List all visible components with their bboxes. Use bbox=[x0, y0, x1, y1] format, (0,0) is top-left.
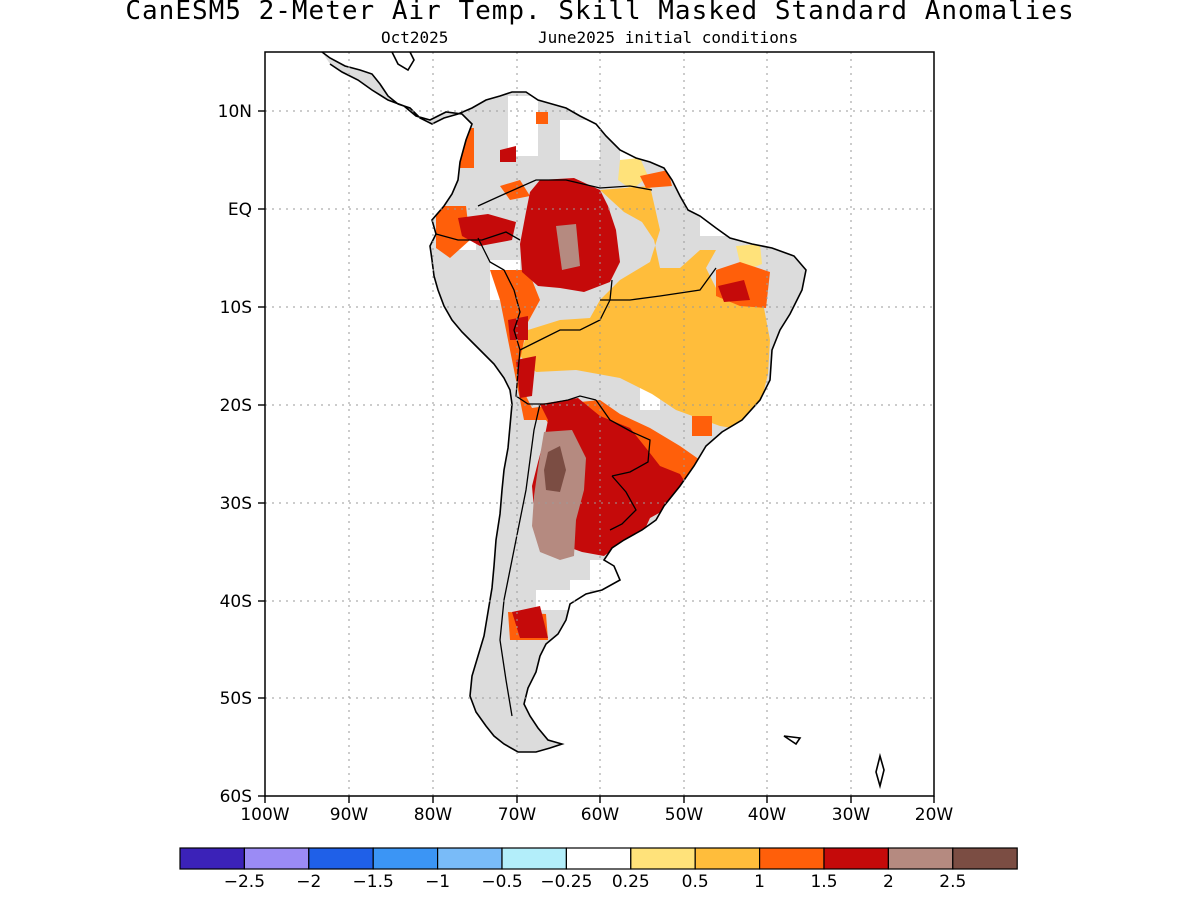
coastline bbox=[321, 52, 885, 790]
colorbar-swatch bbox=[501, 847, 568, 870]
colorbar-swatch bbox=[952, 847, 1018, 870]
lon-label: 90W bbox=[330, 805, 369, 825]
colorbar-swatch bbox=[372, 847, 439, 870]
anomaly-0.5-1 bbox=[520, 186, 770, 430]
colorbar-swatch bbox=[243, 847, 310, 870]
colorbar-swatch bbox=[437, 847, 503, 870]
lon-label: 70W bbox=[498, 805, 537, 825]
colorbar-label: 0.5 bbox=[682, 872, 709, 892]
colorbar-label: −2 bbox=[296, 872, 321, 892]
colorbar-label: 2 bbox=[883, 872, 894, 892]
lat-labels: 10N EQ 10S 20S 30S 40S 50S 60S bbox=[218, 102, 252, 807]
lon-label: 40W bbox=[748, 805, 787, 825]
lon-labels: 100W 90W 80W 70W 60W 50W 40W 30W 20W bbox=[240, 805, 953, 825]
colorbar-label: 0.25 bbox=[612, 872, 650, 892]
colorbar-label: −1 bbox=[425, 872, 450, 892]
colorbar-label: 2.5 bbox=[939, 872, 966, 892]
lon-label: 20W bbox=[915, 805, 954, 825]
lon-label: 50W bbox=[665, 805, 704, 825]
forecast-month-label: Oct2025 bbox=[381, 28, 449, 47]
lat-label: EQ bbox=[228, 200, 252, 220]
anomaly-2-2.5 bbox=[376, 60, 586, 560]
lat-label: 10N bbox=[218, 102, 252, 122]
lon-label: 60W bbox=[581, 805, 620, 825]
colorbar-swatch bbox=[694, 847, 761, 870]
country-borders bbox=[435, 179, 717, 717]
lat-label: 50S bbox=[220, 689, 252, 709]
initial-conditions-label: June2025 initial conditions bbox=[538, 28, 799, 47]
colorbar-swatch bbox=[887, 847, 954, 870]
colorbar-label: −2.5 bbox=[224, 872, 265, 892]
colorbar-label: 1 bbox=[754, 872, 765, 892]
colorbar-label: −1.5 bbox=[353, 872, 394, 892]
colorbar-swatch bbox=[823, 847, 890, 870]
lat-label: 40S bbox=[220, 592, 252, 612]
colorbar-swatch bbox=[308, 847, 374, 870]
colorbar-label: −0.25 bbox=[540, 872, 592, 892]
colorbar-label: 1.5 bbox=[810, 872, 837, 892]
lat-label: 10S bbox=[220, 298, 252, 318]
colorbar-swatch bbox=[565, 847, 632, 870]
colorbar-swatch bbox=[630, 847, 696, 870]
colorbar-label: −0.5 bbox=[481, 872, 522, 892]
anomaly-above-2.5 bbox=[544, 446, 566, 492]
grid-lines bbox=[265, 52, 934, 796]
axis-ticks bbox=[258, 110, 935, 803]
lon-label: 80W bbox=[414, 805, 453, 825]
lat-label: 20S bbox=[220, 396, 252, 416]
colorbar-labels: −2.5 −2 −1.5 −1 −0.5 −0.25 0.25 0.5 1 1.5 2 2.5 bbox=[224, 872, 967, 892]
map-title: CanESM5 2-Meter Air Temp. Skill Masked S… bbox=[125, 0, 1075, 26]
colorbar-swatch bbox=[758, 847, 825, 870]
lon-label: 100W bbox=[240, 805, 289, 825]
colorbar bbox=[179, 847, 1018, 870]
lon-label: 30W bbox=[832, 805, 871, 825]
lat-label: 60S bbox=[220, 787, 252, 807]
colorbar-swatch bbox=[179, 847, 246, 870]
lat-label: 30S bbox=[220, 494, 252, 514]
